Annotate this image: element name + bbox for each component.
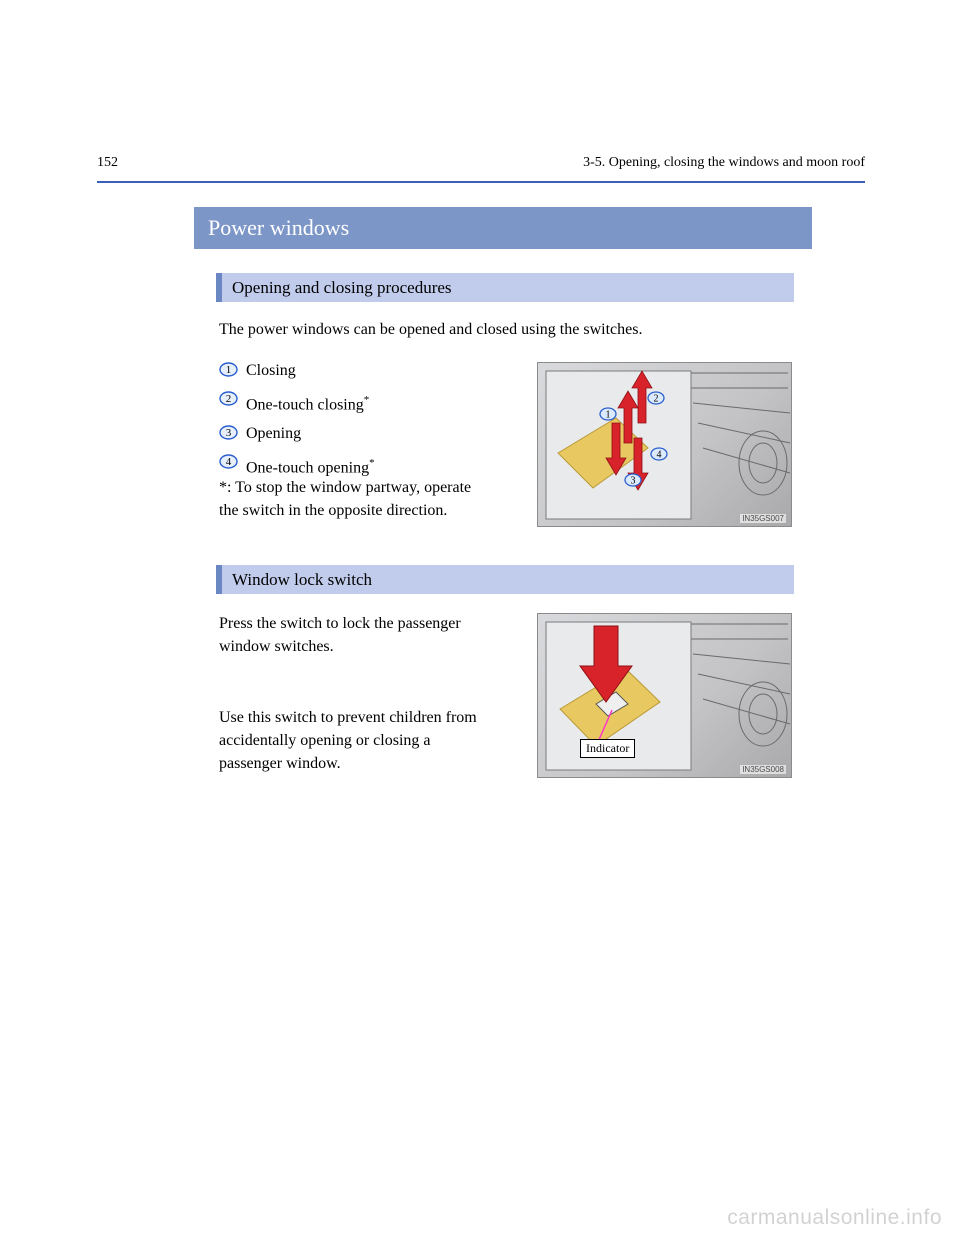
footnote: *: To stop the window partway, operate t… — [219, 476, 481, 522]
svg-text:1: 1 — [226, 364, 232, 376]
svg-text:1: 1 — [606, 410, 611, 421]
step-badge-4-icon: 4 — [219, 454, 238, 469]
step-label: Closing — [246, 360, 296, 382]
svg-text:4: 4 — [657, 450, 662, 461]
step-badge-3-icon: 3 — [219, 425, 238, 440]
indicator-label: Indicator — [580, 739, 635, 758]
list-item: 3 Opening — [219, 423, 481, 445]
image-code: IN35GS008 — [740, 765, 786, 774]
page-title: Power windows — [194, 207, 812, 249]
procedure-list: 1 Closing 2 One-touch closing* 3 Opening… — [219, 360, 481, 487]
lock-para-2: Use this switch to prevent children from… — [219, 706, 481, 775]
figure-opening: 1 2 3 4 IN35GS007 — [537, 362, 792, 527]
list-item: 2 One-touch closing* — [219, 389, 481, 416]
svg-text:3: 3 — [631, 476, 636, 487]
list-item: 1 Closing — [219, 360, 481, 382]
callout-1-icon: 1 — [599, 407, 617, 421]
figure-lock: Indicator IN35GS008 — [537, 613, 792, 778]
callout-4-icon: 4 — [650, 447, 668, 461]
page-header: 152 3-5. Opening, closing the windows an… — [97, 155, 865, 171]
step-label: Opening — [246, 423, 301, 445]
step-badge-2-icon: 2 — [219, 391, 238, 406]
intro-text: The power windows can be opened and clos… — [219, 318, 792, 341]
section-heading-opening: Opening and closing procedures — [216, 273, 794, 302]
svg-text:4: 4 — [226, 456, 232, 468]
callout-2-icon: 2 — [647, 391, 665, 405]
image-code: IN35GS007 — [740, 514, 786, 523]
header-rule — [97, 181, 865, 183]
step-badge-1-icon: 1 — [219, 362, 238, 377]
step-label: One-touch closing* — [246, 389, 369, 416]
svg-text:2: 2 — [654, 394, 659, 405]
section-heading-lock: Window lock switch — [216, 565, 794, 594]
manual-page: 152 3-5. Opening, closing the windows an… — [0, 0, 960, 1242]
watermark: carmanualsonline.info — [727, 1206, 942, 1230]
breadcrumb: 3-5. Opening, closing the windows and mo… — [583, 155, 865, 171]
svg-text:2: 2 — [226, 393, 232, 405]
callout-3-icon: 3 — [624, 473, 642, 487]
svg-text:3: 3 — [226, 427, 232, 439]
lock-para-1: Press the switch to lock the passenger w… — [219, 612, 481, 658]
page-number: 152 — [97, 155, 118, 171]
